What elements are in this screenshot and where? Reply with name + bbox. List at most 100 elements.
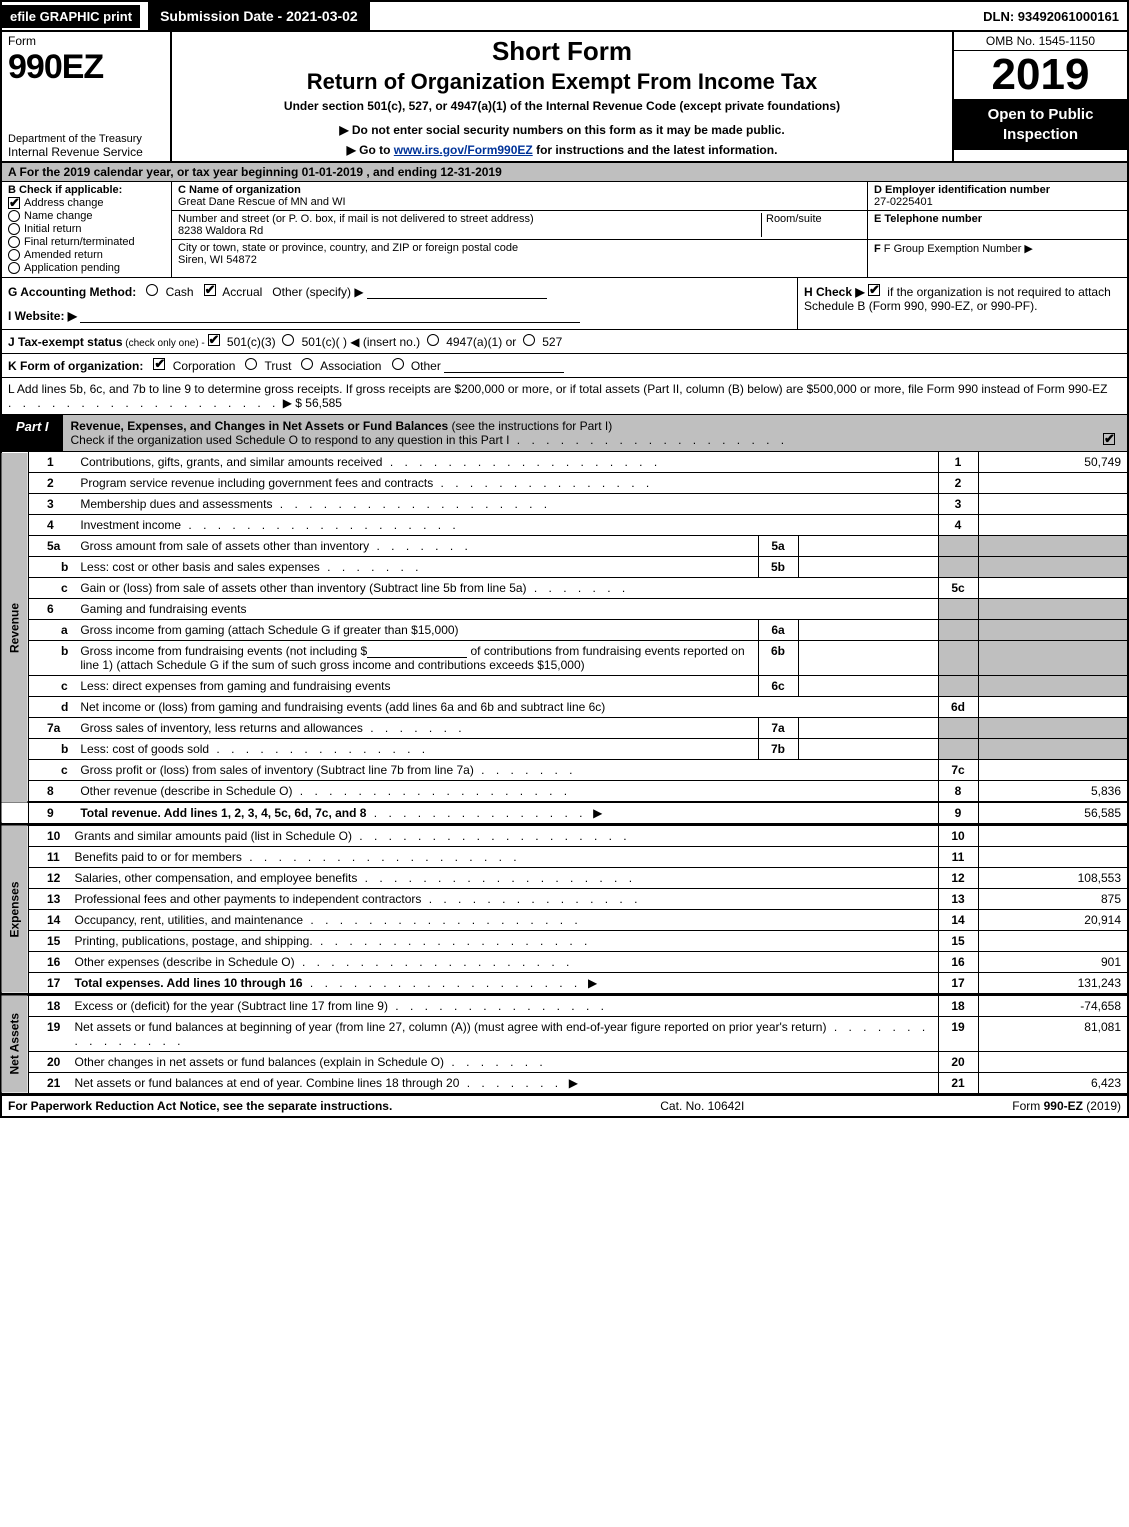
irs-link[interactable]: www.irs.gov/Form990EZ bbox=[394, 143, 533, 157]
website-field[interactable] bbox=[80, 309, 580, 323]
checkbox-501c[interactable] bbox=[282, 334, 294, 346]
line-6b-num: b bbox=[29, 641, 75, 676]
row-k: K Form of organization: Corporation Trus… bbox=[0, 354, 1129, 378]
line-5b-mini-val bbox=[798, 557, 938, 578]
checkbox-address-change[interactable] bbox=[8, 197, 20, 209]
line-9-desc: Total revenue. Add lines 1, 2, 3, 4, 5c,… bbox=[80, 806, 366, 820]
page-footer: For Paperwork Reduction Act Notice, see … bbox=[0, 1094, 1129, 1118]
dots: . . . . . . . bbox=[474, 763, 577, 777]
shaded-cell bbox=[978, 718, 1128, 739]
dots: . . . . . . . . . . . . . . . . . . . bbox=[242, 850, 521, 864]
dots: . . . . . . . . . . . . . . . . . . . bbox=[181, 518, 460, 532]
checkbox-amended-return[interactable] bbox=[8, 249, 20, 261]
dots: . . . . . . . bbox=[527, 581, 630, 595]
form-of-org-label: K Form of organization: bbox=[8, 359, 143, 373]
row-l-amount: ▶ $ 56,585 bbox=[283, 396, 342, 410]
checkbox-trust[interactable] bbox=[245, 358, 257, 370]
dots: . . . . . . . . . . . . . . . . . . . bbox=[509, 433, 788, 447]
line-11-ref: 11 bbox=[938, 847, 978, 868]
checkbox-application-pending[interactable] bbox=[8, 262, 20, 274]
line-19-desc: Net assets or fund balances at beginning… bbox=[75, 1020, 827, 1034]
telephone-label: E Telephone number bbox=[874, 213, 1121, 225]
warn2-pre: ▶ Go to bbox=[347, 143, 394, 157]
line-16-ref: 16 bbox=[938, 952, 978, 973]
final-return-label: Final return/terminated bbox=[24, 236, 135, 248]
part-1-check-text: Check if the organization used Schedule … bbox=[71, 433, 510, 447]
line-12-amount: 108,553 bbox=[978, 868, 1128, 889]
dots: . . . . . . . . . . . . . . . bbox=[209, 742, 429, 756]
line-6c-mini: 6c bbox=[758, 676, 798, 697]
opt-501c: 501(c)( ) ◀ (insert no.) bbox=[302, 335, 421, 349]
line-21-desc: Net assets or fund balances at end of ye… bbox=[75, 1076, 460, 1090]
part-1-hint: (see the instructions for Part I) bbox=[448, 419, 612, 433]
line-11-desc: Benefits paid to or for members bbox=[75, 850, 242, 864]
header-left: Form 990EZ Department of the Treasury In… bbox=[2, 32, 172, 161]
checkbox-name-change[interactable] bbox=[8, 210, 20, 222]
line-7b-num: b bbox=[29, 739, 75, 760]
checkbox-schedule-b-not-required[interactable] bbox=[868, 284, 880, 296]
efile-print-button[interactable]: efile GRAPHIC print bbox=[2, 5, 140, 28]
row-g-h: G Accounting Method: Cash Accrual Other … bbox=[0, 278, 1129, 330]
line-4-num: 4 bbox=[29, 515, 75, 536]
line-6a-mini-val bbox=[798, 620, 938, 641]
line-6b-amount-field[interactable] bbox=[367, 644, 467, 658]
line-20-desc: Other changes in net assets or fund bala… bbox=[75, 1055, 445, 1069]
form-ref-post: (2019) bbox=[1083, 1099, 1121, 1113]
submission-date-button[interactable]: Submission Date - 2021-03-02 bbox=[148, 2, 370, 30]
other-org-field[interactable] bbox=[444, 359, 564, 373]
line-4-amount bbox=[978, 515, 1128, 536]
dept-treasury: Department of the Treasury bbox=[8, 133, 164, 145]
tax-exempt-hint: (check only one) - bbox=[123, 338, 208, 349]
checkbox-cash[interactable] bbox=[146, 284, 158, 296]
checkbox-501c3[interactable] bbox=[208, 334, 220, 346]
checkbox-corporation[interactable] bbox=[153, 358, 165, 370]
line-5c-ref: 5c bbox=[938, 578, 978, 599]
dots: . . . . . . . . . . . . . . . . . . . bbox=[295, 955, 574, 969]
line-18-ref: 18 bbox=[938, 995, 978, 1017]
line-7c-amount bbox=[978, 760, 1128, 781]
line-15-desc: Printing, publications, postage, and shi… bbox=[75, 934, 313, 948]
omb-number: OMB No. 1545-1150 bbox=[954, 32, 1127, 51]
line-7a-mini: 7a bbox=[758, 718, 798, 739]
checkbox-association[interactable] bbox=[301, 358, 313, 370]
opt-527: 527 bbox=[542, 335, 562, 349]
shaded-cell bbox=[978, 599, 1128, 620]
checkbox-schedule-o-used[interactable] bbox=[1103, 433, 1115, 445]
line-6c-mini-val bbox=[798, 676, 938, 697]
other-specify-field[interactable] bbox=[367, 285, 547, 299]
form-ref-pre: Form bbox=[1012, 1099, 1043, 1113]
checkbox-initial-return[interactable] bbox=[8, 223, 20, 235]
line-17-ref: 17 bbox=[938, 973, 978, 994]
line-6b-mini-val bbox=[798, 641, 938, 676]
line-17-desc: Total expenses. Add lines 10 through 16 bbox=[75, 976, 303, 990]
corporation-label: Corporation bbox=[173, 359, 236, 373]
other-specify-label: Other (specify) ▶ bbox=[272, 285, 363, 299]
line-15-num: 15 bbox=[29, 931, 69, 952]
shaded-cell bbox=[938, 641, 978, 676]
room-suite-label: Room/suite bbox=[766, 213, 822, 225]
checkbox-527[interactable] bbox=[523, 334, 535, 346]
checkbox-other-org[interactable] bbox=[392, 358, 404, 370]
line-5a-num: 5a bbox=[29, 536, 75, 557]
name-change-label: Name change bbox=[24, 210, 93, 222]
dots: . . . . . . . . . . . . . . . . . . . bbox=[357, 871, 636, 885]
line-1-amount: 50,749 bbox=[978, 452, 1128, 473]
line-11-num: 11 bbox=[29, 847, 69, 868]
part-1-title: Revenue, Expenses, and Changes in Net As… bbox=[63, 415, 1127, 451]
form-number: 990EZ bbox=[8, 48, 164, 87]
line-6-desc: Gaming and fundraising events bbox=[74, 599, 938, 620]
dots: . . . . . . . . . . . . . . . . . . . bbox=[272, 497, 551, 511]
line-19-ref: 19 bbox=[938, 1017, 978, 1052]
line-10-num: 10 bbox=[29, 825, 69, 847]
row-h: H Check ▶ if the organization is not req… bbox=[797, 278, 1127, 329]
checkbox-4947a1[interactable] bbox=[427, 334, 439, 346]
dots: . . . . . . . . . . . . . . . . . . . bbox=[8, 396, 279, 410]
line-21-amount: 6,423 bbox=[978, 1073, 1128, 1094]
shaded-cell bbox=[938, 536, 978, 557]
line-3-ref: 3 bbox=[938, 494, 978, 515]
checkbox-final-return[interactable] bbox=[8, 236, 20, 248]
line-5b-desc: Less: cost or other basis and sales expe… bbox=[80, 560, 319, 574]
dots: . . . . . . . . . . . . . . . . . . . bbox=[303, 976, 582, 990]
line-18-desc: Excess or (deficit) for the year (Subtra… bbox=[75, 999, 388, 1013]
checkbox-accrual[interactable] bbox=[204, 284, 216, 296]
